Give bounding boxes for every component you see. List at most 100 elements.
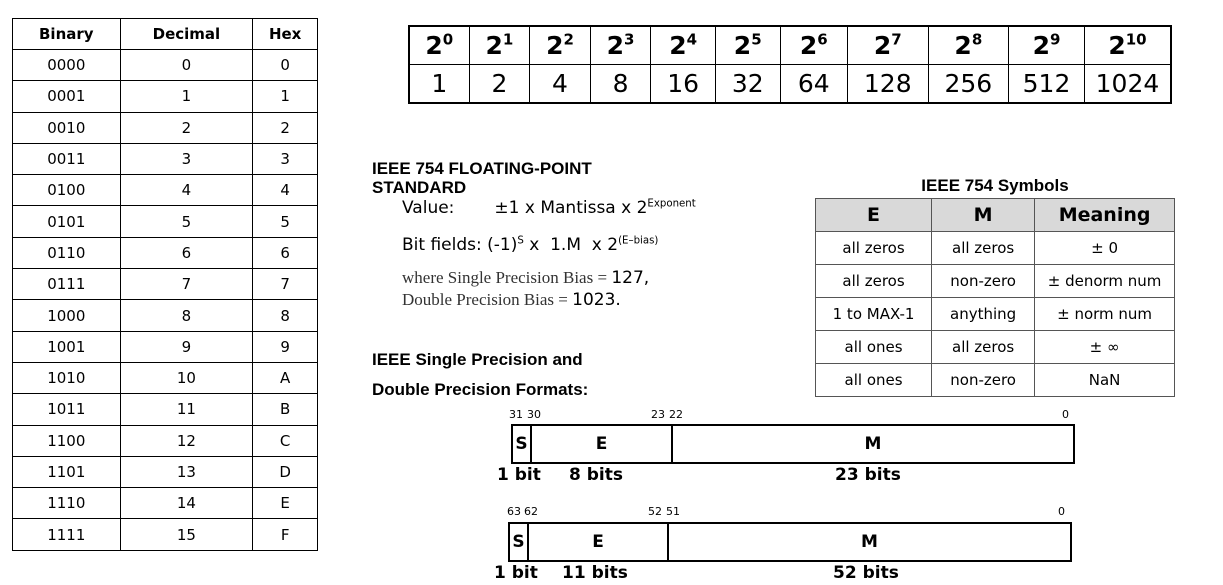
cell-hex: 0 (252, 48, 318, 82)
power-label: 24 (650, 25, 716, 65)
table-row: 1111 15 F (12, 518, 318, 551)
bit-index: 63 (507, 505, 521, 518)
formats-line1: IEEE Single Precision and (372, 350, 583, 369)
ieee-title: IEEE 754 FLOATING-POINT STANDARD (372, 159, 592, 197)
cell-binary: 0000 (12, 48, 121, 82)
cell-e: all zeros (814, 231, 933, 265)
power-value: 32 (714, 64, 781, 104)
power-value: 128 (846, 64, 929, 104)
bf-s-exp: S (517, 235, 524, 247)
power-value: 2 (468, 64, 531, 104)
cell-hex: A (252, 361, 318, 395)
cell-decimal: 13 (119, 455, 254, 489)
table-row: 0000 0 0 (12, 48, 318, 82)
power-exponent: 8 (971, 30, 983, 49)
bitfields-label: Bit fields: (402, 235, 482, 255)
power-label: 28 (927, 25, 1010, 65)
power-exponent: 6 (817, 30, 828, 49)
cell-m: non-zero (931, 264, 1036, 298)
cell-decimal: 7 (119, 268, 254, 301)
power-base: 2 (799, 31, 818, 60)
ieee-title-line1: IEEE 754 FLOATING-POINT (372, 159, 592, 178)
cell-e: 1 to MAX-1 (814, 297, 933, 331)
cell-binary: 0111 (12, 268, 121, 301)
power-label: 20 (408, 25, 470, 65)
cell-m: all zeros (931, 231, 1036, 265)
cell-decimal: 5 (119, 205, 254, 238)
cell-binary: 0100 (12, 174, 121, 207)
cell-binary: 1111 (12, 518, 121, 551)
power-value: 16 (650, 64, 716, 104)
cell-meaning: ± denorm num (1034, 264, 1175, 298)
cell-binary: 1100 (12, 424, 121, 457)
power-base: 2 (733, 31, 752, 60)
cell-hex: 5 (252, 205, 318, 238)
header-meaning: Meaning (1034, 198, 1175, 232)
table-row: 0010 2 2 (12, 111, 318, 144)
bitfields-formula: Bit fields: (-1)S x 1.M x 2(E–bias) (402, 235, 658, 255)
power-value: 4 (529, 64, 591, 104)
single-bias: where Single Precision Bias = 127, (402, 268, 649, 288)
sign-field: S (510, 524, 529, 560)
cell-e: all ones (814, 330, 933, 364)
cell-decimal: 9 (119, 330, 254, 363)
cell-hex: 8 (252, 299, 318, 332)
table-row: 0110 6 6 (12, 236, 318, 270)
bf-sign: (-1) (487, 235, 518, 255)
bit-index: 0 (1058, 505, 1065, 518)
power-exponent: 4 (686, 30, 698, 49)
powers-of-two-table: 20 21 22 23 24 25 26 27 28 29 210 1 2 4 8 16 32 64 128 256 5… (408, 25, 1172, 104)
mantissa-size: 23 bits (835, 465, 901, 485)
cell-binary: 0110 (12, 236, 121, 270)
table-row: all zeros non-zero ± denorm num (814, 264, 1175, 298)
power-label: 21 (468, 25, 531, 65)
table-row: 1001 9 9 (12, 330, 318, 363)
table-row: 0100 4 4 (12, 174, 318, 207)
mantissa-field: M (861, 532, 878, 552)
mantissa-field: M (864, 434, 882, 454)
exponent-size: 11 bits (562, 563, 628, 583)
cell-meaning: ± 0 (1034, 231, 1175, 265)
table-row: all ones all zeros ± ∞ (814, 330, 1175, 364)
double-precision-format: S E M (508, 522, 1072, 562)
cell-e: all zeros (814, 264, 933, 298)
header-m: M (931, 198, 1036, 232)
bit-index: 31 (509, 408, 523, 421)
mantissa-size: 52 bits (833, 563, 899, 583)
power-exponent: 1 (502, 30, 514, 49)
sign-size: 1 bit (494, 563, 538, 583)
bit-index: 30 (527, 408, 541, 421)
bit-index: 0 (1062, 408, 1069, 421)
table-row: 1010 10 A (12, 361, 318, 395)
symbols-title: IEEE 754 Symbols (921, 176, 1069, 195)
double-bias-value: 1023. (572, 290, 621, 310)
cell-decimal: 8 (119, 299, 254, 332)
power-base: 2 (425, 31, 443, 60)
cell-binary: 1001 (12, 330, 121, 363)
cell-binary: 1101 (12, 455, 121, 489)
power-label: 210 (1083, 25, 1172, 65)
cell-decimal: 12 (119, 424, 254, 457)
formats-line2: Double Precision Formats: (372, 380, 589, 399)
cell-hex: 6 (252, 236, 318, 270)
table-row: 0101 5 5 (12, 205, 318, 238)
power-base: 2 (546, 31, 564, 60)
cell-hex: 9 (252, 330, 318, 363)
power-base: 2 (954, 31, 972, 60)
binary-decimal-hex-table: Binary Decimal Hex 0000 0 0 0001 1 1 0010 2 2 001… (12, 18, 318, 551)
cell-decimal: 11 (119, 393, 254, 426)
sign-field: S (513, 426, 532, 462)
cell-meaning: ± norm num (1034, 297, 1175, 331)
cell-meaning: ± ∞ (1034, 330, 1175, 364)
header-e: E (814, 198, 933, 232)
power-value: 256 (927, 64, 1010, 104)
cell-e: all ones (814, 363, 933, 397)
cell-hex: 2 (252, 111, 318, 144)
cell-meaning: NaN (1034, 363, 1175, 397)
single-precision-format: S E M (511, 424, 1075, 464)
formats-heading: IEEE Single Precision and Double Precisi… (372, 345, 588, 405)
cell-binary: 1010 (12, 361, 121, 395)
cell-binary: 0101 (12, 205, 121, 238)
table-row: 1 to MAX-1 anything ± norm num (814, 297, 1175, 331)
header-decimal: Decimal (119, 18, 254, 50)
